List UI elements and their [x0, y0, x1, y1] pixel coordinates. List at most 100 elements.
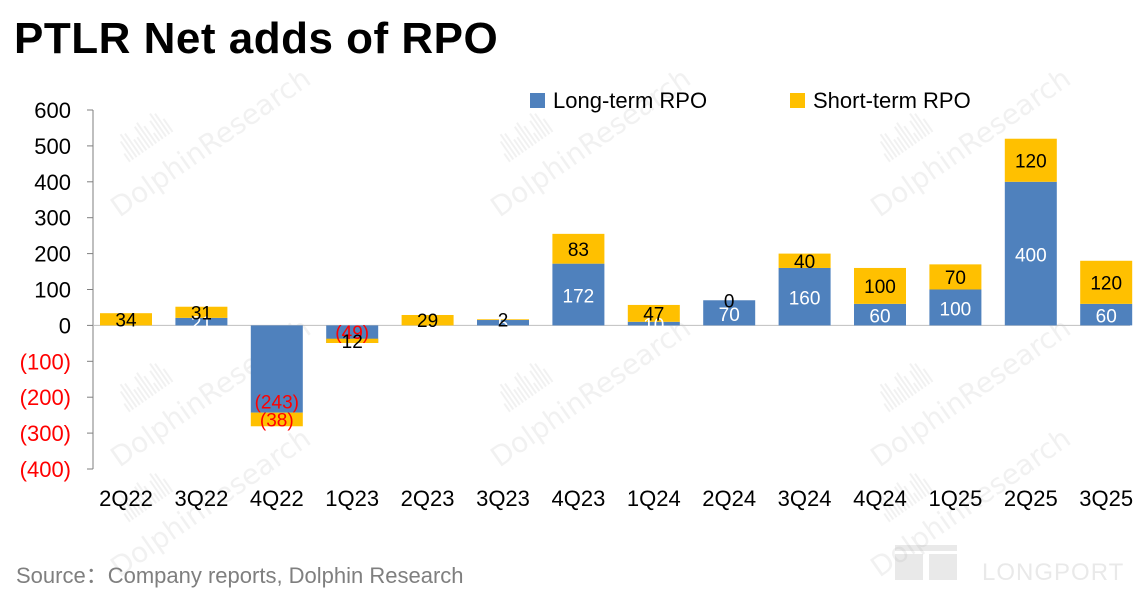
watermark-bar: [922, 368, 934, 383]
watermark-bar: [542, 118, 554, 133]
watermark-bar: [124, 382, 141, 406]
watermark-bar: [143, 375, 158, 394]
watermark-bar: [119, 390, 135, 411]
watermark-bar: [893, 376, 911, 399]
x-tick-label: 2Q25: [1004, 486, 1058, 511]
brand-mark-block: [929, 554, 957, 580]
watermark-bar: [534, 363, 551, 385]
label-long-term: 10: [643, 316, 664, 337]
watermark-bar: [162, 368, 174, 383]
watermark-bar: [516, 136, 528, 151]
label-long-term: 60: [1096, 307, 1117, 328]
watermark-bar: [534, 113, 551, 135]
bar-long-term: [1004, 181, 1057, 326]
watermark-bar: [893, 498, 904, 514]
watermark-bar: [909, 370, 924, 390]
watermark-bar: [133, 138, 144, 154]
watermark-bar: [879, 493, 898, 518]
watermark-bar: [152, 382, 161, 392]
watermark-bar: [149, 480, 164, 500]
watermark-bar: [119, 133, 138, 158]
watermark: DolphinResearch: [104, 61, 316, 223]
watermark-bar: [914, 363, 931, 385]
watermark-bar: [133, 498, 144, 514]
watermark-bar: [884, 382, 901, 406]
brand-mark-bar: [895, 545, 957, 551]
bar-short-term: [778, 253, 831, 268]
bar-short-term: [552, 233, 605, 264]
watermark-bar: [119, 383, 138, 408]
bar-short-term: [929, 264, 982, 290]
bar-long-term: [778, 267, 831, 326]
watermark-bar: [912, 382, 921, 392]
bar-short-term: [1004, 138, 1057, 182]
watermark-bar: [133, 376, 151, 399]
y-tick-label: (400): [20, 457, 71, 482]
watermark-bar: [884, 492, 901, 516]
watermark-bar: [912, 492, 921, 502]
watermark-bar: [893, 486, 911, 509]
brand-text: LONGPORT: [982, 559, 1124, 586]
x-tick-label: 1Q24: [627, 486, 681, 511]
label-short-term: 120: [1015, 151, 1047, 172]
bar-short-term: [477, 319, 529, 321]
y-tick-label: 400: [34, 170, 71, 195]
bar-long-term: [477, 320, 529, 326]
watermark-bar: [136, 122, 154, 147]
y-tick-label: 0: [59, 313, 71, 338]
watermark-bar: [162, 118, 174, 133]
bar-short-term: [100, 313, 152, 326]
watermark-bar: [136, 386, 148, 401]
bar-long-term: [326, 325, 379, 343]
bar-short-term: [250, 412, 303, 427]
label-short-term: 70: [945, 268, 966, 289]
watermark-bar: [896, 482, 914, 507]
watermark-bar: [542, 368, 554, 383]
watermark-bar: [922, 478, 934, 493]
watermark-bar: [523, 375, 538, 394]
label-long-term: 400: [1015, 246, 1047, 267]
watermark: DolphinResearch: [484, 61, 696, 223]
label-long-term: 21: [191, 314, 212, 335]
label-long-term: 70: [719, 305, 740, 326]
brand-logo: LONGPORT: [895, 545, 1124, 586]
watermark-bar: [893, 388, 904, 404]
bar-short-term: [627, 304, 680, 322]
watermark-bar: [119, 140, 135, 161]
watermark-bar: [883, 512, 891, 523]
label-short-term: 83: [568, 240, 589, 261]
legend-swatch-short-term: [790, 93, 805, 108]
watermark-bar: [154, 113, 171, 135]
watermark-bar: [516, 372, 534, 397]
watermark-bar: [529, 120, 544, 140]
watermark-bar: [896, 122, 914, 147]
x-tick-label: 3Q22: [174, 486, 228, 511]
x-tick-label: 3Q25: [1079, 486, 1133, 511]
x-tick-label: 2Q24: [702, 486, 756, 511]
watermark-bar: [879, 383, 898, 408]
x-tick-label: 1Q23: [325, 486, 379, 511]
label-long-term: 100: [940, 299, 972, 320]
x-tick-label: 4Q24: [853, 486, 907, 511]
x-tick-label: 2Q22: [99, 486, 153, 511]
watermark-bar: [879, 140, 895, 161]
watermark-bar: [529, 113, 547, 138]
label-long-term: 160: [789, 289, 821, 310]
y-tick-label: 300: [34, 206, 71, 231]
watermark-bar: [529, 363, 547, 388]
watermark-bar: [896, 496, 908, 511]
watermark-bar: [879, 390, 895, 411]
watermark-bar: [143, 125, 158, 144]
label-short-term: 31: [191, 303, 212, 324]
x-tick-label: 3Q24: [778, 486, 832, 511]
legend-label-long-term: Long-term RPO: [553, 88, 707, 113]
watermark-bar: [154, 363, 171, 385]
label-long-term: (243): [255, 393, 299, 414]
x-tick-label: 4Q23: [551, 486, 605, 511]
watermark-bar: [162, 478, 174, 493]
x-tick-label: 3Q23: [476, 486, 530, 511]
watermark-bar: [896, 386, 908, 401]
source-note: Source：Company reports, Dolphin Research: [16, 563, 464, 588]
watermark-bar: [883, 152, 891, 163]
watermark-bar: [154, 473, 171, 495]
